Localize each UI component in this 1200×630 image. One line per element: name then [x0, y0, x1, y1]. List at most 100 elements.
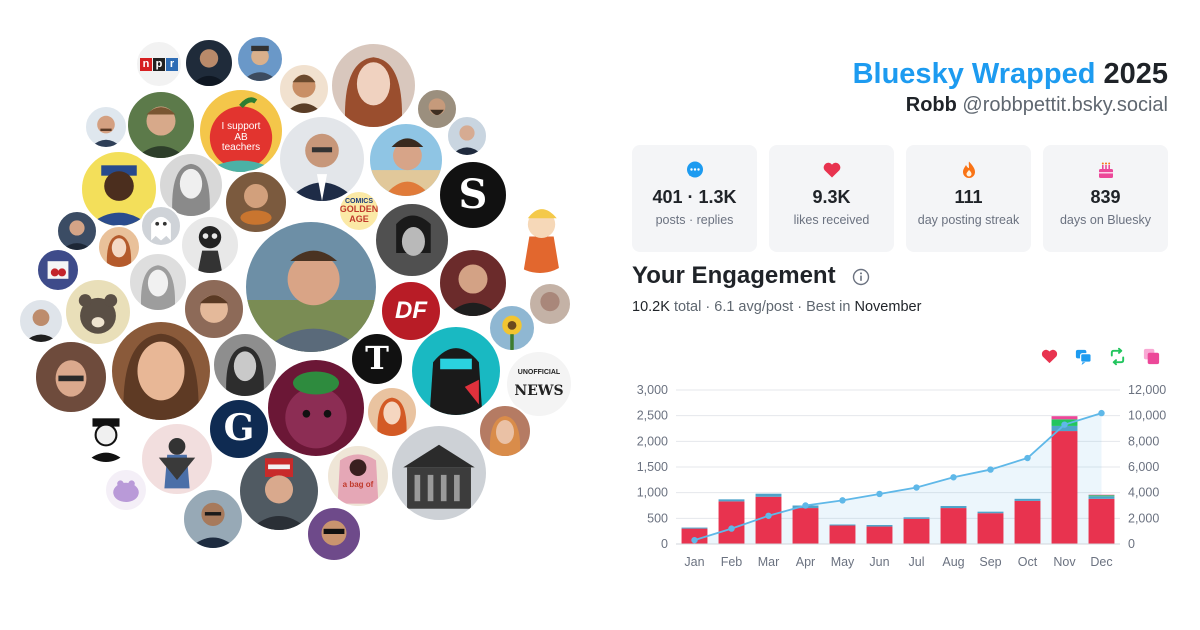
avatar-sunflower[interactable] [488, 304, 536, 352]
avatar-support-teachers[interactable]: I support AB teachers [198, 88, 284, 174]
avatar-ghost[interactable] [140, 205, 182, 247]
avatar-man-headset[interactable] [18, 298, 64, 344]
avatar-nyt-logo[interactable]: T [350, 332, 404, 386]
comics-line: COMICS [345, 197, 373, 205]
y-tick-label: 1,500 [637, 460, 668, 474]
bar-segment [1051, 416, 1078, 420]
cumulative-point [691, 536, 698, 544]
avatar-woman-glasses-upside[interactable] [34, 340, 108, 414]
heart-icon [769, 159, 894, 181]
avatar-boy-photo[interactable] [126, 90, 196, 160]
avatar-woman-red-hair[interactable] [330, 42, 417, 129]
avatar-cartoon-kid[interactable] [500, 195, 580, 275]
avatar-woman-orange-hair[interactable] [366, 386, 418, 438]
y2-tick-label: 4,000 [1128, 486, 1159, 500]
s-letter: S [458, 171, 488, 218]
comics-line: AGE [349, 213, 369, 224]
avatar-woman-gray[interactable] [212, 332, 278, 398]
avatar-g-logo[interactable]: G [208, 398, 270, 460]
stat-label: days on Bluesky [1059, 213, 1152, 227]
avatar-s-logo[interactable]: S [438, 160, 508, 230]
cumulative-point [765, 512, 772, 519]
avatar-woman-tattoo[interactable] [478, 404, 532, 458]
avatar-man-laptop[interactable] [56, 210, 98, 252]
page-title: Bluesky Wrapped 2025 [853, 58, 1168, 91]
y-tick-label: 2,000 [637, 434, 668, 448]
y2-tick-label: 6,000 [1128, 460, 1159, 474]
avatar-man-burger[interactable] [224, 170, 288, 234]
avatar-bag-of-candy[interactable]: a bag of [326, 444, 390, 508]
stat-value: 9.3K [812, 187, 851, 207]
avatar-man-suit[interactable] [446, 115, 488, 157]
avatar-cartoon-man[interactable] [278, 63, 330, 115]
stat-label: posts · replies [655, 213, 734, 227]
stat-card-days: 839 days on Bluesky [1043, 145, 1168, 252]
bar-segment [829, 525, 856, 544]
heart-icon[interactable] [1040, 347, 1059, 366]
comics-line: GOLDEN [339, 204, 379, 215]
bar-segment [940, 508, 967, 544]
avatar-woman-beach[interactable] [368, 122, 444, 198]
avatar-cartoon-cop[interactable] [80, 150, 158, 228]
news-line: NEWS [514, 383, 564, 400]
quote-icon[interactable] [1142, 347, 1161, 366]
bar-segment [829, 524, 856, 526]
x-tick-label: May [831, 555, 855, 569]
x-tick-label: Jun [869, 555, 889, 569]
cumulative-point [728, 525, 735, 532]
avatar-cherries[interactable] [36, 248, 80, 292]
bar-segment [1051, 425, 1078, 432]
avatar-batman-toy[interactable] [140, 422, 214, 496]
bar-segment [1014, 500, 1041, 544]
avatar-darth-vader[interactable] [410, 325, 502, 417]
avatar-npr[interactable]: n p r [135, 40, 183, 88]
repost-icon[interactable] [1108, 347, 1127, 366]
cumulative-point [839, 497, 846, 504]
x-tick-label: Jan [684, 555, 704, 569]
stat-value: 401 · 1.3K [652, 187, 737, 207]
avatar-comics-golden-age[interactable]: COMICS GOLDEN AGE [338, 190, 380, 232]
avatar-man-suit-glasses[interactable] [278, 115, 366, 203]
avatar-man-selfie[interactable] [438, 248, 508, 318]
best-month: November [854, 299, 922, 315]
avatar-building[interactable] [390, 424, 488, 522]
user-handle[interactable]: @robbpettit.bsky.social [962, 94, 1168, 116]
avatar-blurry[interactable] [528, 282, 572, 326]
avatar-kid-photo[interactable] [183, 278, 245, 340]
stat-value: 839 [1090, 187, 1121, 207]
avatar-vintage-man[interactable] [78, 408, 134, 464]
y2-tick-label: 8,000 [1128, 434, 1159, 448]
g-letter: G [223, 407, 255, 450]
avatar-man-mustache[interactable] [84, 105, 128, 149]
avatar-man-glasses-young[interactable] [182, 488, 244, 550]
avatar-man-dark[interactable] [184, 38, 234, 88]
avatar-man-cap[interactable] [236, 35, 284, 83]
avatar-cloud: n p r I support AB teachers [18, 35, 580, 562]
info-icon[interactable] [852, 268, 870, 286]
stat-card-likes: 9.3K likes received [769, 145, 894, 252]
y-tick-label: 1,000 [637, 486, 668, 500]
best-prefix: Best in [806, 299, 851, 315]
avatar-woman-closeup[interactable] [110, 320, 212, 422]
avatar-bandleader[interactable] [238, 450, 320, 532]
y2-tick-label: 2,000 [1128, 511, 1159, 525]
avatar-green-cartoon[interactable] [266, 358, 366, 458]
reply-icon[interactable] [1074, 347, 1093, 366]
avatar-man-sunglasses[interactable] [306, 506, 362, 562]
bar-segment [866, 525, 893, 527]
stat-label: day posting streak [917, 213, 1020, 227]
avatar-skeleton[interactable] [180, 215, 240, 275]
avatar-person-dark-bw[interactable] [374, 202, 450, 278]
avatar-hippo[interactable] [104, 468, 148, 512]
bar-segment [792, 508, 819, 544]
avatar-bear[interactable] [64, 278, 132, 346]
avatar-woman-redhead[interactable] [97, 225, 141, 269]
y-tick-label: 2,500 [637, 409, 668, 423]
wrapped-year: 2025 [1103, 58, 1168, 90]
npr-letter: r [166, 57, 178, 71]
y2-tick-label: 10,000 [1128, 409, 1166, 423]
support-line: AB [234, 131, 248, 143]
avatar-woman-silver[interactable] [128, 252, 188, 312]
stat-card-posts: 401 · 1.3K posts · replies [632, 145, 757, 252]
y-tick-label: 3,000 [637, 383, 668, 397]
